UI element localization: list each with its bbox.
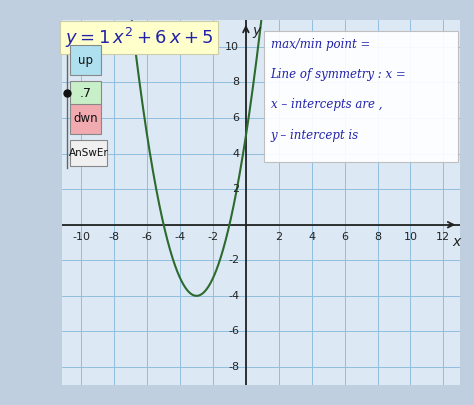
Text: 4: 4 (232, 149, 239, 159)
Text: -4: -4 (228, 291, 239, 301)
Text: 4: 4 (308, 232, 315, 242)
Text: $y = 1\,x^2 + 6\,x + 5$: $y = 1\,x^2 + 6\,x + 5$ (65, 26, 214, 50)
Text: 2: 2 (275, 232, 283, 242)
Text: AnSwEr: AnSwEr (69, 148, 109, 158)
Text: 2: 2 (232, 184, 239, 194)
Text: dwn: dwn (73, 113, 98, 126)
FancyBboxPatch shape (70, 81, 101, 105)
Text: 6: 6 (232, 113, 239, 123)
Text: -6: -6 (142, 232, 153, 242)
Text: -6: -6 (228, 326, 239, 337)
Text: -2: -2 (228, 255, 239, 265)
Text: -8: -8 (228, 362, 239, 372)
FancyBboxPatch shape (70, 104, 101, 134)
Text: .7: .7 (80, 87, 91, 100)
Text: -4: -4 (174, 232, 186, 242)
Text: x: x (452, 235, 461, 249)
Text: 10: 10 (403, 232, 418, 242)
Text: 12: 12 (436, 232, 450, 242)
Text: -2: -2 (208, 232, 219, 242)
Text: x – intercepts are ,: x – intercepts are , (271, 98, 382, 111)
FancyBboxPatch shape (264, 31, 458, 162)
Text: Line of symmetry : x =: Line of symmetry : x = (271, 68, 406, 81)
Text: -10: -10 (73, 232, 91, 242)
Text: 8: 8 (232, 77, 239, 87)
Text: 6: 6 (341, 232, 348, 242)
FancyBboxPatch shape (70, 140, 107, 166)
Text: y: y (253, 24, 261, 38)
Text: 8: 8 (374, 232, 381, 242)
Text: -8: -8 (109, 232, 120, 242)
FancyBboxPatch shape (70, 45, 101, 75)
Text: max/min point =: max/min point = (271, 38, 370, 51)
Text: y – intercept is: y – intercept is (271, 129, 359, 142)
Text: 10: 10 (225, 42, 239, 52)
Text: up: up (78, 54, 93, 67)
